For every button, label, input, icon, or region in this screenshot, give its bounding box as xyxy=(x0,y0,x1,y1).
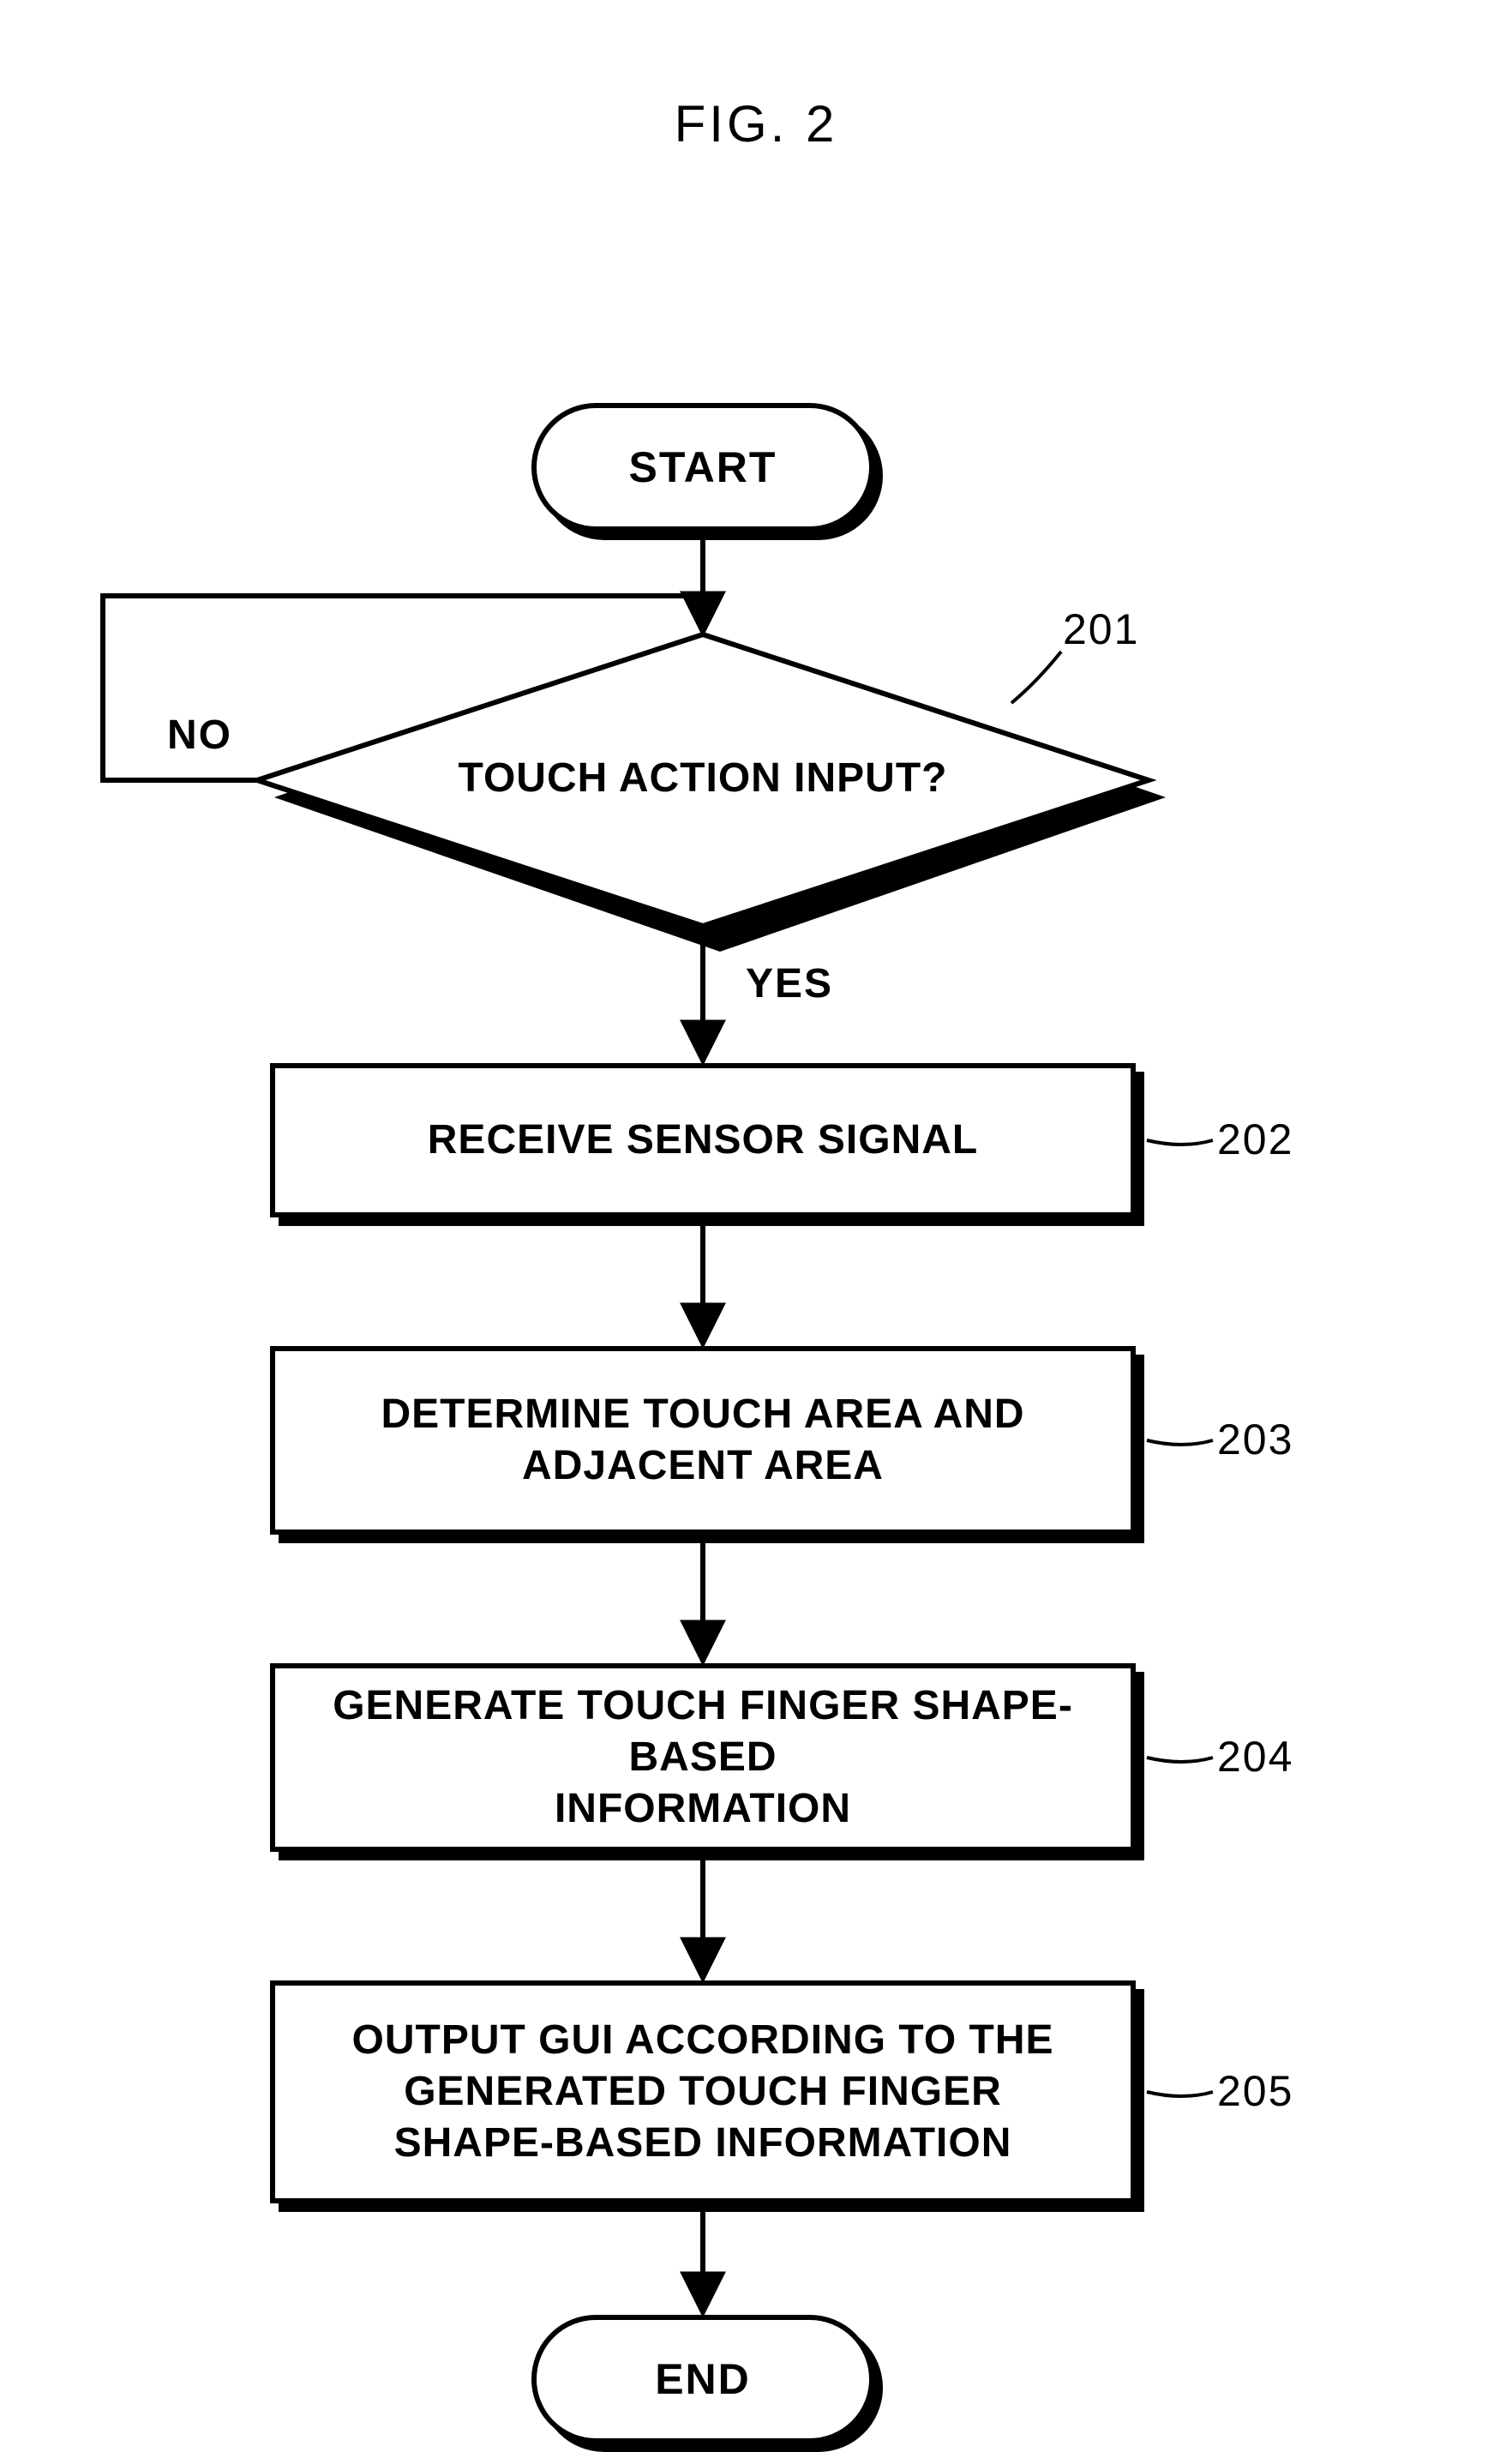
decision-label: TOUCH ACTION INPUT? xyxy=(446,754,960,802)
ref-202: 202 xyxy=(1217,1115,1293,1164)
figure-title: FIG. 2 xyxy=(0,94,1512,153)
start-terminator: START xyxy=(531,403,874,532)
start-label: START xyxy=(531,403,874,532)
flowchart-canvas: FIG. 2 START TOUCH ACTION INPUT? RECEIVE… xyxy=(0,0,1512,2440)
process-204: GENERATE TOUCH FINGER SHAPE-BASEDINFORMA… xyxy=(270,1663,1136,1852)
process-205: OUTPUT GUI ACCORDING TO THEGENERATED TOU… xyxy=(270,1980,1136,2203)
no-label: NO xyxy=(167,712,232,759)
process-203-label: DETERMINE TOUCH AREA ANDADJACENT AREA xyxy=(270,1346,1136,1535)
process-202-label: RECEIVE SENSOR SIGNAL xyxy=(270,1063,1136,1217)
ref-201: 201 xyxy=(1063,604,1139,654)
process-202: RECEIVE SENSOR SIGNAL xyxy=(270,1063,1136,1217)
ref-204: 204 xyxy=(1217,1732,1293,1782)
process-205-label: OUTPUT GUI ACCORDING TO THEGENERATED TOU… xyxy=(270,1980,1136,2203)
ref-205: 205 xyxy=(1217,2066,1293,2116)
ref-203: 203 xyxy=(1217,1415,1293,1464)
process-204-label: GENERATE TOUCH FINGER SHAPE-BASEDINFORMA… xyxy=(270,1663,1136,1852)
end-terminator: END xyxy=(531,2315,874,2443)
end-label: END xyxy=(531,2315,874,2443)
yes-label: YES xyxy=(746,960,833,1007)
process-203: DETERMINE TOUCH AREA ANDADJACENT AREA xyxy=(270,1346,1136,1535)
